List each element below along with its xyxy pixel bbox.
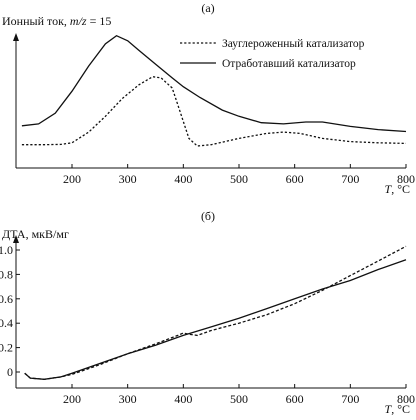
y-tick-label: 0.2 — [0, 341, 13, 355]
y-tick-label: 0.6 — [0, 292, 13, 306]
panel-b-series-line-solid — [24, 259, 407, 380]
panel-b-y-axis-label: ДТА, мкВ/мг — [2, 227, 69, 241]
panel-b-y-ticks: 0 0.2 0.4 0.6 0.8 1.0 — [0, 243, 20, 379]
panel-a-series-line-dashed — [21, 76, 407, 147]
panel-a-legend: Зауглероженный катализатор Отработавший к… — [180, 38, 365, 70]
x-tick-label: 400 — [174, 172, 192, 186]
panel-b-label: (б) — [201, 209, 215, 223]
y-tick-label: 1.0 — [0, 243, 13, 257]
panel-a-x-ticks: 200 300 400 500 600 700 800 — [63, 164, 415, 186]
x-tick-label: 700 — [341, 392, 359, 406]
y-tick-label: 0 — [7, 365, 13, 379]
x-tick-label: 200 — [63, 392, 81, 406]
x-tick-label: 400 — [174, 392, 192, 406]
x-tick-label: 600 — [286, 392, 304, 406]
panel-b-x-axis-label: T, °C — [385, 402, 411, 416]
panel-a-series-line-solid — [21, 34, 407, 133]
y-tick-label: 0.4 — [0, 316, 13, 330]
x-tick-label: 300 — [119, 392, 137, 406]
x-tick-label: 300 — [119, 172, 137, 186]
y-tick-label: 0.8 — [0, 267, 13, 281]
panel-a-label: (а) — [201, 1, 214, 15]
x-tick-label: 600 — [286, 172, 304, 186]
panel-a-x-axis-label: T, °C — [385, 182, 411, 196]
x-tick-label: 800 — [397, 392, 415, 406]
legend-entry: Зауглероженный катализатор — [222, 38, 365, 50]
panel-a-series — [21, 34, 407, 147]
panel-a-y-axis-label: Ионный ток, m/z = 15 — [2, 14, 111, 28]
x-tick-label: 800 — [397, 172, 415, 186]
panel-b-y-arrow — [13, 235, 19, 243]
x-tick-label: 700 — [341, 172, 359, 186]
legend-entry: Отработавший катализатор — [222, 58, 356, 70]
panel-a-y-axis-label-text: Ионный ток, m/z = 15 — [2, 14, 111, 28]
panel-b: (б) ДТА, мкВ/мг 200 300 400 500 600 700 800 00… — [0, 209, 415, 416]
panel-b-series — [24, 245, 407, 380]
panel-b-x-ticks: 200 300 400 500 600 700 800 — [63, 384, 415, 406]
panel-b-series-line-dashed — [24, 245, 407, 380]
x-tick-label: 500 — [230, 392, 248, 406]
panel-a: (а) Ионный ток, m/z = 15 200 300 400 500 600… — [2, 1, 415, 196]
panel-a-y-arrow — [13, 33, 19, 41]
x-tick-label: 200 — [63, 172, 81, 186]
x-tick-label: 500 — [230, 172, 248, 186]
